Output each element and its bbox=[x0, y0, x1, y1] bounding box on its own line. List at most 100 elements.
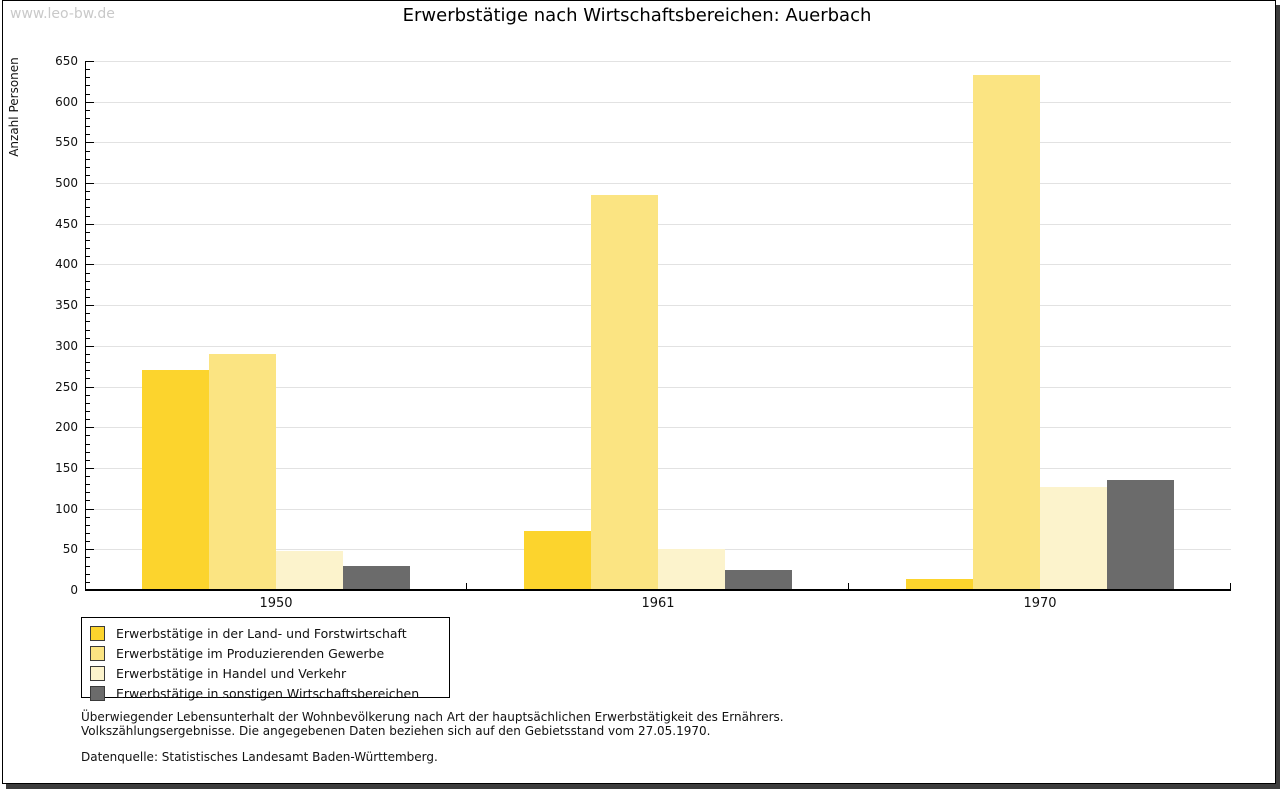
y-axis-line bbox=[85, 61, 86, 590]
x-boundary-tick bbox=[1230, 583, 1231, 589]
legend-label: Erwerbstätige in sonstigen Wirtschaftsbe… bbox=[116, 685, 420, 701]
y-tick bbox=[86, 524, 90, 526]
y-tick-label: 650 bbox=[55, 54, 78, 68]
y-tick bbox=[86, 215, 90, 217]
y-tick-label: 400 bbox=[55, 257, 78, 272]
y-tick bbox=[86, 451, 90, 453]
gridline bbox=[85, 305, 1231, 307]
legend-label: Erwerbstätige im Produzierenden Gewerbe bbox=[116, 645, 385, 661]
y-tick-label: 50 bbox=[62, 542, 78, 557]
y-tick bbox=[86, 549, 94, 551]
y-tick bbox=[86, 191, 90, 193]
legend-swatch bbox=[90, 665, 105, 681]
y-tick bbox=[86, 386, 94, 388]
footnote-line-2: Volkszählungsergebnisse. Die angegebenen… bbox=[81, 724, 711, 738]
legend-swatch bbox=[90, 645, 105, 661]
bar-1961-series-2 bbox=[591, 195, 658, 590]
y-tick bbox=[86, 199, 90, 201]
y-tick bbox=[86, 264, 94, 266]
y-tick bbox=[86, 443, 90, 445]
footnote-line-1: Überwiegender Lebensunterhalt der Wohnbe… bbox=[81, 710, 784, 724]
legend-item: Erwerbstätige in der Land- und Forstwirt… bbox=[90, 623, 449, 643]
bar-1950-series-1 bbox=[142, 370, 209, 590]
bar-1961-series-4 bbox=[725, 569, 792, 590]
x-boundary-tick bbox=[466, 583, 467, 589]
y-tick bbox=[86, 573, 90, 575]
gridline bbox=[85, 427, 1231, 429]
y-tick bbox=[86, 93, 90, 95]
chart-title: Erwerbstätige nach Wirtschaftsbereichen:… bbox=[402, 5, 872, 26]
y-tick bbox=[86, 134, 90, 136]
y-tick-label: 300 bbox=[55, 338, 78, 353]
y-tick bbox=[86, 410, 90, 412]
y-tick bbox=[86, 256, 90, 258]
y-tick-label: 600 bbox=[55, 94, 78, 109]
bar-1970-series-1 bbox=[906, 579, 973, 590]
y-tick bbox=[86, 61, 94, 62]
gridline bbox=[85, 223, 1231, 225]
bar-1961-series-3 bbox=[658, 549, 725, 590]
y-tick bbox=[86, 231, 90, 233]
y-tick bbox=[86, 345, 94, 347]
y-tick bbox=[86, 117, 90, 119]
y-tick-label: 350 bbox=[55, 298, 78, 313]
bar-1970-series-4 bbox=[1107, 480, 1174, 590]
y-tick bbox=[86, 476, 90, 478]
x-tick-label: 1950 bbox=[259, 596, 293, 611]
y-tick bbox=[86, 166, 90, 168]
y-tick-label: 0 bbox=[70, 583, 78, 597]
y-tick bbox=[86, 353, 90, 355]
y-tick bbox=[86, 150, 90, 152]
legend-item: Erwerbstätige in Handel und Verkehr bbox=[90, 663, 449, 683]
y-tick bbox=[86, 541, 90, 543]
bar-1970-series-3 bbox=[1040, 486, 1107, 590]
data-source: Datenquelle: Statistisches Landesamt Bad… bbox=[81, 750, 438, 764]
y-tick bbox=[86, 297, 90, 298]
gridline bbox=[85, 345, 1231, 347]
y-tick bbox=[86, 394, 90, 396]
y-tick bbox=[86, 508, 94, 510]
y-tick-label: 200 bbox=[55, 420, 78, 435]
y-tick bbox=[86, 183, 94, 185]
gridline bbox=[85, 386, 1231, 388]
watermark: www.leo-bw.de bbox=[10, 6, 115, 22]
y-tick bbox=[86, 240, 90, 242]
y-tick-label: 150 bbox=[55, 460, 78, 475]
footnotes: Überwiegender Lebensunterhalt der Wohnbe… bbox=[81, 710, 784, 764]
y-tick bbox=[86, 77, 90, 79]
y-tick-label: 100 bbox=[55, 501, 78, 516]
y-tick bbox=[86, 109, 90, 111]
legend-swatch bbox=[90, 625, 105, 641]
legend-label: Erwerbstätige in der Land- und Forstwirt… bbox=[116, 625, 407, 641]
y-tick bbox=[86, 402, 90, 404]
y-tick bbox=[86, 174, 90, 176]
x-tick-label: 1961 bbox=[641, 596, 675, 611]
y-tick bbox=[86, 492, 90, 494]
y-tick-label: 500 bbox=[55, 176, 78, 191]
y-tick-label: 550 bbox=[55, 135, 78, 150]
y-tick bbox=[86, 85, 90, 87]
bar-1970-series-2 bbox=[973, 74, 1040, 590]
gridline bbox=[85, 61, 1231, 62]
y-tick bbox=[86, 313, 90, 315]
y-tick bbox=[86, 329, 90, 331]
legend-label: Erwerbstätige in Handel und Verkehr bbox=[116, 665, 347, 681]
y-tick bbox=[86, 533, 90, 535]
y-tick bbox=[86, 337, 90, 339]
x-axis-line bbox=[85, 589, 1231, 591]
y-tick bbox=[86, 126, 90, 128]
gridline bbox=[85, 264, 1231, 266]
y-tick bbox=[86, 321, 90, 323]
legend: Erwerbstätige in der Land- und Forstwirt… bbox=[81, 617, 450, 701]
y-tick bbox=[86, 427, 94, 429]
y-tick bbox=[86, 272, 90, 274]
gridline bbox=[85, 101, 1231, 103]
gridline bbox=[85, 183, 1231, 185]
legend-swatch bbox=[90, 685, 105, 701]
bar-1961-series-1 bbox=[524, 530, 591, 590]
gridline bbox=[85, 508, 1231, 510]
legend-item: Erwerbstätige im Produzierenden Gewerbe bbox=[90, 643, 449, 663]
y-tick bbox=[86, 435, 90, 437]
y-tick bbox=[86, 557, 90, 559]
y-tick-label: 250 bbox=[55, 379, 78, 394]
